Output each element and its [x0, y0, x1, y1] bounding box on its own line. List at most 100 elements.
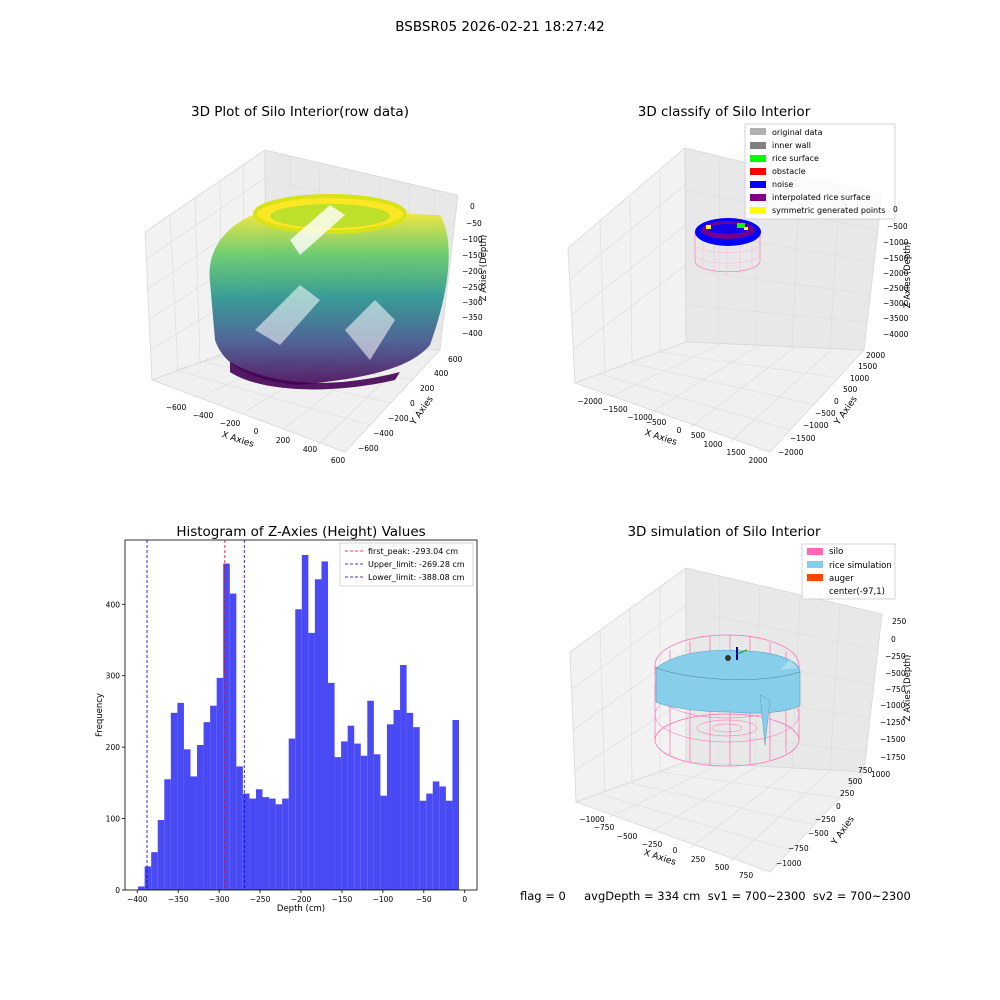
classify-z-label: Z Axies (Depth) — [903, 242, 913, 309]
histogram-x-tick-label: −50 — [416, 895, 432, 904]
raw-z-tick: −150 — [462, 251, 483, 260]
histogram-bar — [432, 781, 440, 890]
histogram-bar — [229, 593, 237, 890]
histogram-bar — [210, 705, 217, 890]
legend-label-inner-wall: inner wall — [772, 141, 811, 150]
histogram-bar — [354, 743, 361, 890]
legend-label-noise: noise — [772, 180, 793, 189]
simulation-x-tick: 500 — [715, 863, 730, 872]
histogram-legend: first_peak: -293.04 cm Upper_limit: -269… — [339, 542, 474, 587]
histogram-y-tick-label: 0 — [115, 886, 120, 895]
histogram-bar — [413, 727, 420, 890]
histogram-y-tick-label: 400 — [106, 600, 121, 609]
histogram-bar — [393, 710, 401, 890]
histogram-bar — [419, 800, 427, 890]
histogram-bar — [406, 712, 414, 890]
histogram-y-label: Frequency — [95, 693, 105, 737]
histogram-bar — [170, 712, 178, 890]
histogram-bar — [197, 745, 204, 890]
legend-swatch-interpolated — [750, 194, 766, 201]
classify-x-tick: −500 — [646, 418, 667, 427]
legend-label-rice-simulation: rice simulation — [829, 561, 892, 571]
simulation-y-tick: 0 — [836, 802, 841, 811]
legend-label-center: center(-97,1) — [829, 587, 885, 597]
simulation-y-tick: −1000 — [776, 859, 802, 868]
raw-x-tick: −400 — [193, 411, 214, 420]
classify-y-tick: 1000 — [850, 374, 869, 383]
simulation-x-tick: −250 — [642, 840, 663, 849]
histogram-y-tick-label: 100 — [106, 815, 121, 824]
classify-y-tick: 500 — [843, 385, 858, 394]
simulation-z-tick: −750 — [885, 685, 906, 694]
simulation-y-tick: −250 — [815, 815, 836, 824]
histogram-x-tick-label: −400 — [127, 895, 148, 904]
histogram-bar — [288, 738, 296, 890]
histogram-bar — [445, 800, 453, 890]
classify-y-tick: 2000 — [866, 351, 885, 360]
simulation-z-tick: 250 — [892, 617, 907, 626]
histogram-bar — [380, 795, 387, 890]
histogram-x-ticks: −400 −350 −300 −250 −200 −150 −100 −50 0 — [127, 890, 467, 904]
classify-x-ticks: −2000 −1500 −1000 −500 0 500 1000 1500 2… — [577, 397, 767, 465]
histogram-bar — [157, 820, 165, 890]
histogram-y-ticks: 0 100 200 300 400 — [106, 600, 125, 895]
legend-label-interpolated: interpolated rice surface — [772, 193, 870, 202]
histogram-bar — [275, 804, 283, 890]
simulation-y-tick: 750 — [858, 766, 873, 775]
classify-x-tick: 1000 — [703, 440, 722, 449]
classify-legend: original data inner wall rice surface ob… — [744, 123, 896, 220]
raw-y-tick: −600 — [358, 444, 379, 453]
classify-z-tick: −1000 — [883, 238, 909, 247]
histogram-bar — [262, 797, 270, 890]
histogram-x-tick-label: 0 — [462, 895, 467, 904]
histogram-bar — [164, 779, 171, 890]
histogram-bars — [138, 555, 459, 890]
histogram-vlines — [146, 540, 245, 890]
classify-x-tick: 500 — [691, 431, 706, 440]
simulation-y-tick: 500 — [848, 777, 863, 786]
histogram-bar — [301, 555, 309, 890]
histogram-bar — [216, 677, 224, 890]
raw-x-ticks: −600 −400 −200 0 200 400 600 — [166, 403, 346, 465]
simulation-panel-title: 3D simulation of Silo Interior — [627, 524, 821, 540]
raw-z-ticks: 0 −50 −100 −150 −200 −250 −300 −350 −400 — [462, 202, 483, 338]
histogram-bar — [400, 665, 407, 890]
legend-swatch-symmetric — [750, 207, 766, 214]
histogram-bar — [223, 563, 230, 890]
simulation-y-tick: −750 — [788, 844, 809, 853]
raw-y-tick: 200 — [420, 384, 435, 393]
histogram-y-tick-label: 300 — [106, 672, 121, 681]
classify-3d-panel: 3D classify of Silo Interior — [567, 104, 913, 465]
histogram-bar — [367, 700, 374, 890]
simulation-z-label: Z Axies (Depth) — [903, 655, 913, 722]
histogram-x-tick-label: −100 — [373, 895, 394, 904]
classify-z-tick: −2000 — [883, 269, 909, 278]
simulation-z-tick: 0 — [891, 635, 896, 644]
histogram-bar — [328, 682, 335, 890]
raw-point-cloud — [209, 194, 449, 390]
histogram-bar — [452, 720, 459, 890]
histogram-x-tick-label: −300 — [209, 895, 230, 904]
simulation-y-tick: 1000 — [871, 770, 890, 779]
raw-y-tick: 0 — [410, 399, 415, 408]
classify-y-tick: 0 — [834, 397, 839, 406]
histogram-panel: Histogram of Z-Axies (Height) Values −40… — [95, 524, 478, 914]
raw-y-tick: −200 — [388, 414, 409, 423]
legend-label-symmetric: symmetric generated points — [772, 206, 885, 215]
histogram-x-label: Depth (cm) — [277, 904, 325, 914]
legend-upper-limit-label: Upper_limit: -269.28 cm — [368, 560, 465, 569]
classify-panel-title: 3D classify of Silo Interior — [638, 104, 811, 120]
classify-z-tick: −500 — [887, 222, 908, 231]
histogram-bar — [269, 798, 276, 890]
classify-y-tick: −1500 — [790, 434, 816, 443]
legend-label-auger: auger — [829, 574, 854, 584]
raw-x-tick: 600 — [331, 456, 346, 465]
histogram-bar — [360, 755, 368, 890]
suptitle: BSBSR05 2026-02-21 18:27:42 — [395, 19, 604, 35]
legend-swatch-silo — [807, 548, 823, 555]
simulation-x-ticks: −1000 −750 −500 −250 0 250 500 750 — [579, 815, 753, 880]
histogram-bar — [386, 724, 394, 890]
legend-swatch-inner-wall — [750, 142, 766, 149]
histogram-title: Histogram of Z-Axies (Height) Values — [176, 524, 425, 540]
